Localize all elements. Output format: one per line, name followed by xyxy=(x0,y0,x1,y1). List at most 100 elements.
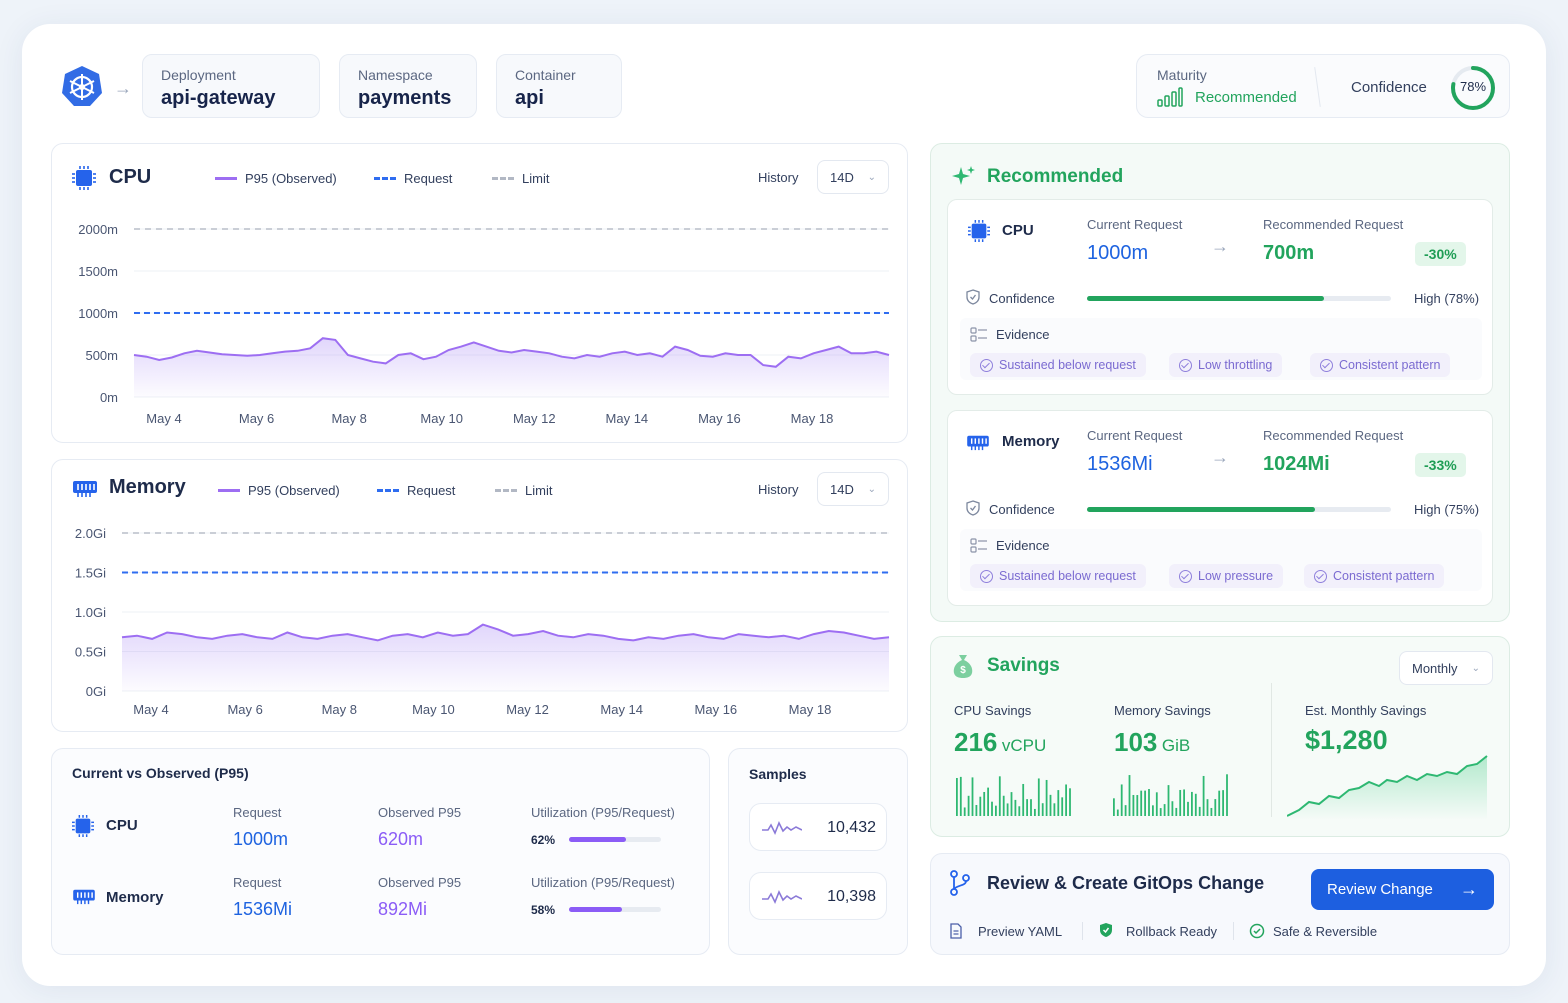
cpu-savings-bar xyxy=(1065,784,1067,816)
mem-y-tick: 1.0Gi xyxy=(75,605,106,620)
current-request-label: Current Request xyxy=(1087,428,1183,443)
evidence-pill: Sustained below request xyxy=(970,564,1146,588)
mem-x-tick: May 8 xyxy=(322,702,357,717)
cpu-savings-bar xyxy=(983,791,986,816)
memory-history-dropdown[interactable]: 14D ⌄ xyxy=(817,472,889,506)
pulse-icon xyxy=(762,887,803,912)
maturity-confidence-panel: Maturity Recommended Confidence 78% xyxy=(1136,54,1510,118)
namespace-value: payments xyxy=(358,87,452,109)
cpu-savings-bar xyxy=(1057,790,1060,816)
cvo-request-value: 1000m xyxy=(233,829,289,849)
cpu-savings-bar xyxy=(995,805,997,816)
memory-savings-bar xyxy=(1187,801,1189,816)
memory-savings-unit: GiB xyxy=(1161,736,1191,755)
evidence-icon xyxy=(970,538,988,559)
shield-check-icon xyxy=(1099,922,1113,943)
legend-p95: P95 (Observed) xyxy=(218,483,340,498)
memory-savings-bar xyxy=(1222,790,1224,816)
memory-savings-bar xyxy=(1194,793,1197,816)
mem-y-tick: 0Gi xyxy=(86,684,106,699)
maturity-label: Maturity xyxy=(1157,67,1207,83)
memory-savings-bar xyxy=(1116,809,1119,816)
cpu-history-dropdown[interactable]: 14D ⌄ xyxy=(817,160,889,194)
arrow-right-icon: → xyxy=(1460,879,1478,899)
check-circle-icon xyxy=(980,569,993,583)
cpu-x-tick: May 12 xyxy=(513,411,556,426)
cpu-chip-icon xyxy=(72,166,96,195)
memory-savings-bar xyxy=(1152,805,1154,816)
cpu-recommendation-card: CPU Current Request 1000m → Recommended … xyxy=(947,199,1493,395)
cvo-observed-label: Observed P95 xyxy=(378,875,462,890)
check-circle-icon xyxy=(1179,569,1192,583)
savings-period-dropdown[interactable]: Monthly ⌄ xyxy=(1399,651,1493,685)
check-circle-icon xyxy=(980,358,993,372)
memory-savings-bar xyxy=(1171,801,1174,816)
mem-x-tick: May 16 xyxy=(695,702,738,717)
savings-divider xyxy=(1271,683,1272,817)
container-chip[interactable]: Container api xyxy=(496,54,622,118)
mem-y-tick: 1.5Gi xyxy=(75,566,106,581)
legend-request: Request xyxy=(377,483,455,498)
cpu-chart-card: CPU P95 (Observed) Request Limit History… xyxy=(51,143,908,443)
review-change-button[interactable]: Review Change → xyxy=(1311,869,1494,910)
legend-p95: P95 (Observed) xyxy=(215,171,337,186)
cvo-util-value: 62% xyxy=(531,833,556,847)
cpu-p95-area xyxy=(134,338,889,397)
evidence-pill: Consistent pattern xyxy=(1310,353,1451,377)
mem-x-tick: May 18 xyxy=(789,702,832,717)
svg-text:$: $ xyxy=(960,665,966,676)
history-label: History xyxy=(758,482,799,497)
cpu-x-tick: May 16 xyxy=(698,411,741,426)
legend-limit: Limit xyxy=(492,171,549,186)
delta-badge: -33% xyxy=(1415,453,1466,477)
memory-icon xyxy=(966,433,990,456)
cpu-savings-label: CPU Savings xyxy=(954,703,1032,718)
cpu-y-tick: 0m xyxy=(100,390,118,405)
cvo-util-bar xyxy=(569,837,661,842)
namespace-label: Namespace xyxy=(358,67,433,83)
memory-samples-value: 10,398 xyxy=(827,888,876,905)
safe-reversible-label: Safe & Reversible xyxy=(1273,924,1378,939)
current-vs-observed-card: Current vs Observed (P95) CPU Request 10… xyxy=(51,748,710,955)
memory-savings-bar xyxy=(1163,804,1166,816)
history-label: History xyxy=(758,170,799,185)
memory-savings-bar xyxy=(1120,784,1123,816)
memory-savings-bar xyxy=(1179,789,1182,816)
recommended-request-label: Recommended Request xyxy=(1263,217,1404,232)
pulse-icon xyxy=(762,818,803,843)
kubernetes-logo-icon xyxy=(60,64,104,108)
deployment-chip[interactable]: Deployment api-gateway xyxy=(142,54,320,118)
confidence-label: Confidence xyxy=(1351,79,1427,96)
confidence-bar xyxy=(1087,296,1391,301)
namespace-chip[interactable]: Namespace payments xyxy=(339,54,477,118)
cpu-savings-bars xyxy=(956,776,1071,816)
cpu-y-tick: 1000m xyxy=(78,306,118,321)
memory-savings-bar xyxy=(1128,775,1131,816)
rec-card-name: CPU xyxy=(1002,222,1034,239)
preview-yaml-link[interactable]: Preview YAML xyxy=(978,924,1063,939)
cpu-y-tick: 2000m xyxy=(78,222,118,237)
current-request-label: Current Request xyxy=(1087,217,1183,232)
cpu-samples-tile: 10,432 xyxy=(749,803,887,851)
deployment-value: api-gateway xyxy=(161,87,276,109)
cpu-x-tick: May 8 xyxy=(331,411,366,426)
cpu-chip-icon xyxy=(72,815,94,842)
recommended-request-value: 700m xyxy=(1263,242,1315,264)
dashboard-frame: → Deployment api-gateway Namespace payme… xyxy=(22,24,1546,986)
confidence-text: High (78%) xyxy=(1414,291,1480,306)
cpu-savings-bar xyxy=(991,801,993,816)
cvo-request-value: 1536Mi xyxy=(233,899,293,919)
header-divider xyxy=(1314,67,1321,107)
memory-line-chart: 2.0Gi 1.5Gi 1.0Gi 0.5Gi 0Gi May 4 May 6 May 8 Ma… xyxy=(75,526,890,717)
mem-y-tick: 2.0Gi xyxy=(75,526,106,541)
memory-savings-bar xyxy=(1206,799,1209,816)
memory-savings-bar xyxy=(1148,789,1150,816)
cpu-savings-bar xyxy=(1002,795,1005,816)
cpu-savings-bar xyxy=(975,804,978,816)
memory-savings-bar xyxy=(1202,775,1205,816)
delta-badge: -30% xyxy=(1415,242,1466,266)
memory-savings-bar xyxy=(1144,790,1146,816)
memory-savings-bar xyxy=(1155,792,1158,816)
cpu-x-tick: May 18 xyxy=(791,411,834,426)
cpu-x-tick: May 14 xyxy=(606,411,649,426)
